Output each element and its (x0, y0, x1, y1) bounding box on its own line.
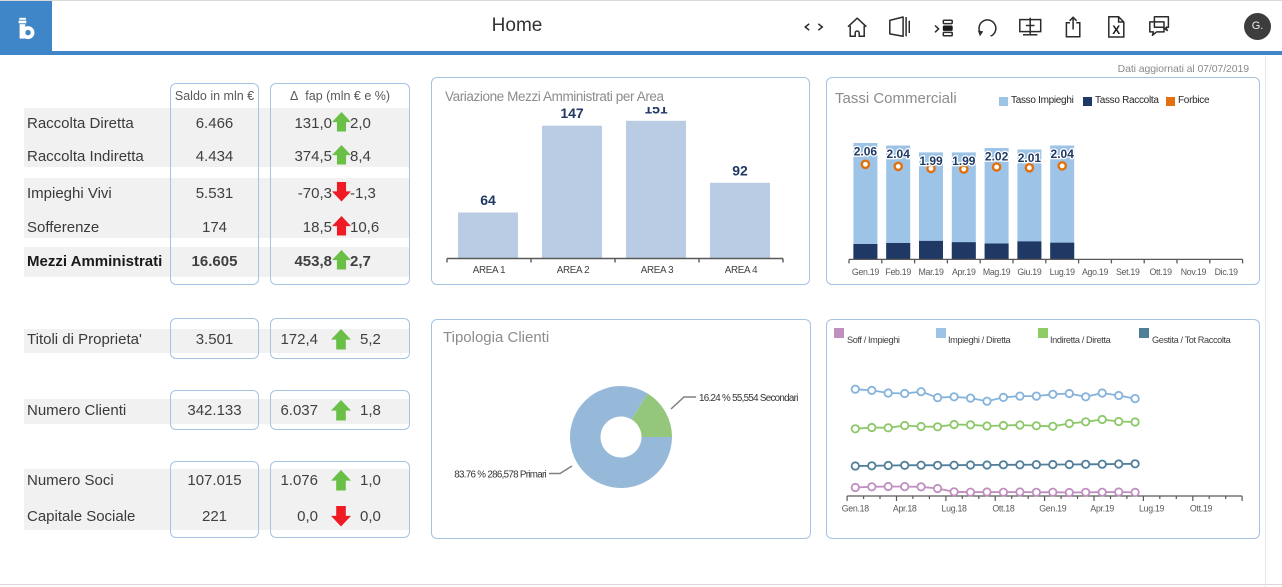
svg-text:Lug.19: Lug.19 (1050, 267, 1076, 277)
svg-text:Gen.19: Gen.19 (852, 267, 879, 277)
svg-text:Ago.19: Ago.19 (1082, 267, 1108, 277)
svg-text:Apr.18: Apr.18 (893, 504, 917, 514)
svg-text:Mag.19: Mag.19 (983, 267, 1011, 277)
svg-text:Lug.18: Lug.18 (942, 504, 968, 514)
svg-text:147: 147 (560, 107, 584, 121)
svg-text:83.76 % 286,578 Primari: 83.76 % 286,578 Primari (454, 470, 546, 481)
svg-text:AREA 2: AREA 2 (557, 265, 590, 276)
svg-text:1.99: 1.99 (952, 154, 976, 168)
svg-text:AREA 3: AREA 3 (641, 265, 674, 276)
svg-text:Gen.18: Gen.18 (842, 504, 869, 514)
svg-text:Dic.19: Dic.19 (1215, 267, 1239, 277)
svg-text:1.99: 1.99 (919, 154, 943, 168)
svg-text:Mar.19: Mar.19 (918, 267, 944, 277)
svg-text:Ott.19: Ott.19 (1190, 504, 1213, 514)
svg-text:X: X (1112, 23, 1120, 37)
svg-text:64: 64 (480, 192, 496, 208)
svg-text:Apr.19: Apr.19 (1090, 504, 1114, 514)
svg-text:2.01: 2.01 (1018, 151, 1042, 165)
svg-text:2.06: 2.06 (854, 145, 878, 159)
svg-text:Apr.19: Apr.19 (952, 267, 976, 277)
svg-text:Set.19: Set.19 (1116, 267, 1140, 277)
svg-text:AREA 4: AREA 4 (725, 265, 758, 276)
svg-text:Ott.18: Ott.18 (992, 504, 1015, 514)
svg-text:151: 151 (644, 107, 668, 116)
svg-text:2.04: 2.04 (887, 147, 911, 161)
svg-text:AREA 1: AREA 1 (473, 265, 506, 276)
svg-text:Feb.19: Feb.19 (885, 267, 911, 277)
svg-text:Ott.19: Ott.19 (1150, 267, 1173, 277)
svg-text:Giu.19: Giu.19 (1017, 267, 1042, 277)
svg-text:Lug.19: Lug.19 (1139, 504, 1165, 514)
svg-text:2.04: 2.04 (1051, 147, 1075, 161)
svg-text:2.02: 2.02 (985, 150, 1009, 164)
svg-text:16.24 % 55,554 Secondari: 16.24 % 55,554 Secondari (699, 393, 798, 404)
svg-text:Nov.19: Nov.19 (1181, 267, 1207, 277)
svg-text:92: 92 (732, 162, 748, 178)
svg-text:Gen.19: Gen.19 (1039, 504, 1066, 514)
